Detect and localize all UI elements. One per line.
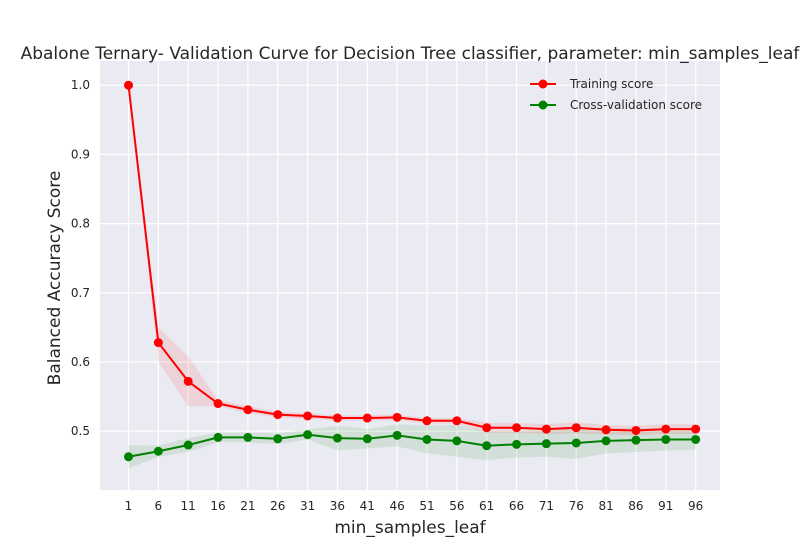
legend-label-training: Training score — [569, 77, 653, 91]
y-tick-label: 0.6 — [71, 355, 90, 369]
x-tick-label: 86 — [628, 499, 643, 513]
cross-validation-score-point — [422, 434, 432, 444]
x-tick-label: 66 — [509, 499, 524, 513]
cross-validation-score-point — [332, 433, 342, 443]
cross-validation-score-point — [362, 434, 372, 444]
training-score-point — [153, 338, 163, 348]
training-score-point — [392, 412, 402, 422]
cross-validation-score-point — [392, 430, 402, 440]
x-tick-labels: 1 6 11 16 21 26 31 36 41 46 51 56 61 66 71 76 81 86 91 96 — [125, 499, 704, 513]
cross-validation-score-point — [303, 430, 313, 440]
x-axis-label: min_samples_leaf — [334, 518, 486, 538]
x-tick-label: 56 — [449, 499, 464, 513]
cross-validation-score-point — [571, 438, 581, 448]
training-score-point — [422, 416, 432, 426]
y-tick-label: 0.5 — [71, 424, 90, 438]
legend-label-cross-validation: Cross-validation score — [570, 98, 702, 112]
cross-validation-score-point — [273, 434, 283, 444]
y-axis-label: Balanced Accuracy Score — [45, 171, 65, 386]
cross-validation-score-point — [243, 432, 253, 442]
x-tick-label: 91 — [658, 499, 673, 513]
chart-title: Abalone Ternary- Validation Curve for De… — [21, 44, 800, 64]
training-score-point — [243, 405, 253, 415]
cross-validation-score-point — [601, 436, 611, 446]
training-score-point — [183, 376, 193, 386]
score-bands — [128, 85, 696, 469]
cross-validation-score-point — [512, 439, 522, 449]
series-markers — [124, 80, 701, 462]
x-tick-label: 26 — [270, 499, 285, 513]
training-score-point — [452, 416, 462, 426]
series-lines — [127, 85, 696, 458]
legend: Training score Cross-validation score — [530, 77, 702, 112]
cross-validation-score-point — [661, 434, 671, 444]
x-tick-label: 21 — [240, 499, 255, 513]
training-score-point — [482, 423, 492, 433]
x-tick-label: 41 — [360, 499, 375, 513]
training-score-point — [541, 424, 551, 434]
x-tick-label: 11 — [181, 499, 196, 513]
x-tick-label: 31 — [300, 499, 315, 513]
x-tick-label: 81 — [598, 499, 613, 513]
y-tick-label: 0.8 — [71, 217, 90, 231]
training-score-point — [362, 413, 372, 423]
y-tick-labels: 0.5 0.6 0.7 0.8 0.9 1.0 — [71, 78, 90, 438]
training-score-point — [512, 423, 522, 433]
legend-entry-cross-validation: Cross-validation score — [530, 98, 702, 112]
cross-validation-score-point — [183, 440, 193, 450]
cross-validation-score-point — [482, 441, 492, 451]
training-score-point — [303, 411, 313, 421]
x-tick-label: 46 — [390, 499, 405, 513]
training-score-point — [601, 425, 611, 435]
cross-validation-score-point — [213, 432, 223, 442]
cross-validation-score-band — [128, 424, 696, 469]
training-score-band — [128, 85, 696, 436]
cross-validation-score-point — [452, 436, 462, 446]
legend-entry-training: Training score — [530, 77, 653, 91]
training-score-point — [273, 410, 283, 420]
training-score-point — [124, 80, 133, 90]
x-tick-label: 16 — [210, 499, 225, 513]
training-score-point — [691, 424, 701, 434]
cross-validation-score-point — [631, 435, 641, 445]
x-tick-label: 71 — [539, 499, 554, 513]
training-score-point — [631, 425, 641, 435]
training-score-point — [571, 423, 581, 433]
training-score-point — [661, 424, 671, 434]
cross-validation-score-point — [153, 446, 163, 456]
x-tick-label: 51 — [419, 499, 434, 513]
x-tick-label: 6 — [155, 499, 163, 513]
y-tick-label: 1.0 — [71, 78, 90, 92]
x-tick-label: 61 — [479, 499, 494, 513]
x-tick-label: 1 — [125, 499, 133, 513]
training-score-point — [332, 413, 342, 423]
cross-validation-score-point — [124, 452, 133, 462]
cross-validation-score-point — [691, 434, 701, 444]
y-tick-label: 0.9 — [71, 147, 90, 161]
training-score-line — [127, 85, 696, 432]
x-tick-label: 96 — [688, 499, 703, 513]
x-tick-label: 76 — [569, 499, 584, 513]
cross-validation-score-point — [541, 439, 551, 449]
training-score-point — [213, 399, 223, 409]
y-tick-label: 0.7 — [71, 286, 90, 300]
x-tick-label: 36 — [330, 499, 345, 513]
cross-validation-score-line — [128, 433, 696, 458]
